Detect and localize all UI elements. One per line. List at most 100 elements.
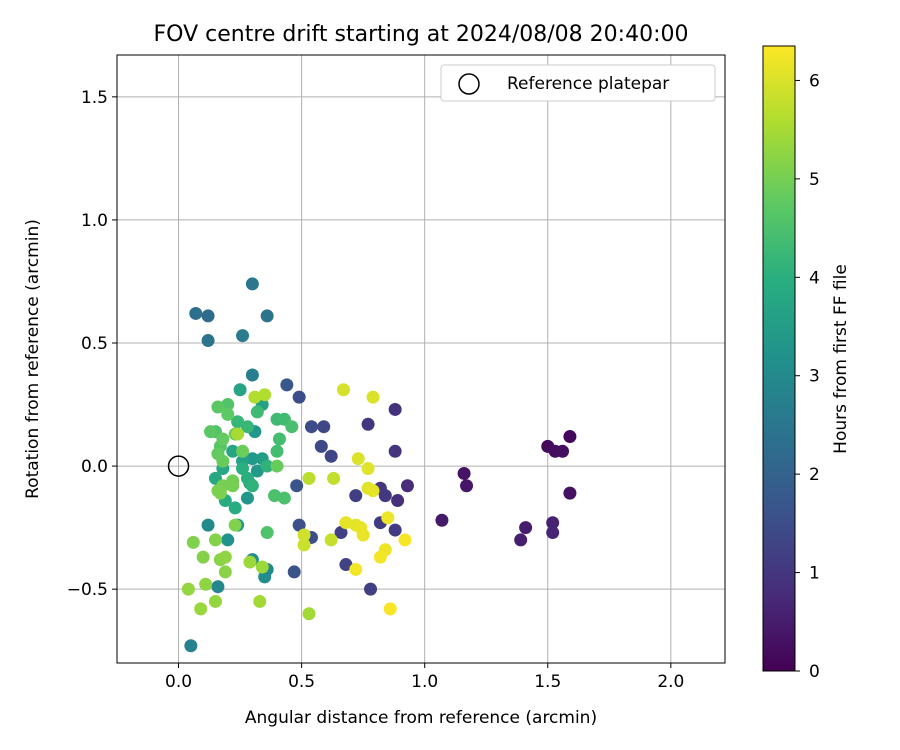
legend-box: [440, 64, 716, 102]
data-point: [366, 484, 380, 498]
data-point: [231, 427, 245, 441]
data-point: [226, 444, 240, 458]
data-point: [260, 309, 274, 323]
data-point: [181, 582, 195, 596]
data-point: [194, 602, 208, 616]
data-point: [280, 378, 294, 392]
data-point: [260, 459, 274, 473]
data-point: [248, 390, 262, 404]
data-point: [388, 523, 402, 537]
data-point: [216, 432, 230, 446]
data-point: [245, 368, 259, 382]
x-axis-ticks: 0.0 0.5 1.0 1.5 2.0: [165, 663, 684, 692]
colorbar-tick-label: 1: [809, 564, 820, 584]
legend-marker-icon: [458, 73, 480, 95]
x-tick-label: 1.5: [534, 672, 561, 692]
data-point: [287, 565, 301, 579]
data-point: [189, 306, 203, 320]
data-point: [297, 538, 311, 552]
data-point: [236, 444, 250, 458]
data-point: [327, 471, 341, 485]
data-point: [250, 464, 264, 478]
data-point: [258, 570, 272, 584]
data-point: [334, 526, 348, 540]
data-point: [199, 577, 213, 591]
y-tick-label: −0.5: [67, 580, 108, 600]
data-point: [250, 405, 264, 419]
chart-title: FOV centre drift starting at 2024/08/08 …: [154, 22, 689, 47]
colorbar-tick-label: 5: [809, 170, 820, 190]
data-point: [216, 454, 230, 468]
data-point: [556, 444, 570, 458]
data-point: [460, 479, 474, 493]
grid: [117, 55, 725, 663]
data-point: [277, 491, 291, 505]
data-point: [258, 388, 272, 402]
data-point: [398, 533, 412, 547]
data-point: [196, 550, 210, 564]
data-point: [201, 518, 215, 532]
data-point: [218, 565, 232, 579]
data-point: [204, 425, 218, 439]
data-point: [260, 526, 274, 540]
data-point: [302, 471, 316, 485]
x-axis-label: Angular distance from reference (arcmin): [245, 708, 597, 728]
data-point: [221, 533, 235, 547]
data-point: [378, 489, 392, 503]
x-tick-label: 0.0: [165, 672, 192, 692]
colorbar: 0 1 2 3 4 5 6 Hours from first FF file: [762, 45, 851, 682]
colorbar-ticks: 0 1 2 3 4 5 6: [795, 71, 820, 682]
y-tick-label: 0.0: [81, 457, 108, 477]
data-point: [364, 582, 378, 596]
data-point: [349, 562, 363, 576]
data-point: [272, 432, 286, 446]
data-point: [361, 417, 375, 431]
plot-area: [116, 54, 726, 664]
data-point: [563, 430, 577, 444]
data-point: [245, 277, 259, 291]
data-point: [213, 486, 227, 500]
y-tick-label: 1.0: [81, 211, 108, 231]
legend: Reference platepar: [440, 64, 716, 102]
data-point: [356, 528, 370, 542]
x-tick-label: 2.0: [657, 672, 684, 692]
data-point: [226, 479, 240, 493]
data-point: [292, 390, 306, 404]
data-point: [231, 415, 245, 429]
data-point: [186, 535, 200, 549]
data-point: [514, 533, 528, 547]
colorbar-tick-label: 6: [809, 71, 820, 91]
y-tick-label: 1.5: [81, 88, 108, 108]
data-point: [211, 400, 225, 414]
data-point: [285, 420, 299, 434]
data-point: [270, 459, 284, 473]
data-point: [268, 489, 282, 503]
data-point: [236, 462, 250, 476]
data-point: [184, 639, 198, 653]
data-point: [546, 516, 560, 530]
data-point: [221, 407, 235, 421]
data-point: [208, 533, 222, 547]
x-tick-label: 1.0: [411, 672, 438, 692]
data-point: [233, 383, 247, 397]
data-point: [400, 479, 414, 493]
data-point: [351, 452, 365, 466]
data-point: [304, 420, 318, 434]
data-point: [245, 452, 259, 466]
data-point: [243, 555, 257, 569]
data-point: [519, 521, 533, 535]
data-point: [381, 511, 395, 525]
data-point: [349, 489, 363, 503]
colorbar-tick-label: 0: [809, 662, 820, 682]
data-point: [228, 501, 242, 515]
data-point: [324, 449, 338, 463]
data-point: [211, 580, 225, 594]
y-axis-ticks: −0.5 0.0 0.5 1.0 1.5: [67, 88, 117, 600]
data-point: [317, 420, 331, 434]
data-point: [324, 533, 338, 547]
data-point: [314, 439, 328, 453]
y-tick-label: 0.5: [81, 334, 108, 354]
data-point: [218, 550, 232, 564]
data-point: [201, 309, 215, 323]
